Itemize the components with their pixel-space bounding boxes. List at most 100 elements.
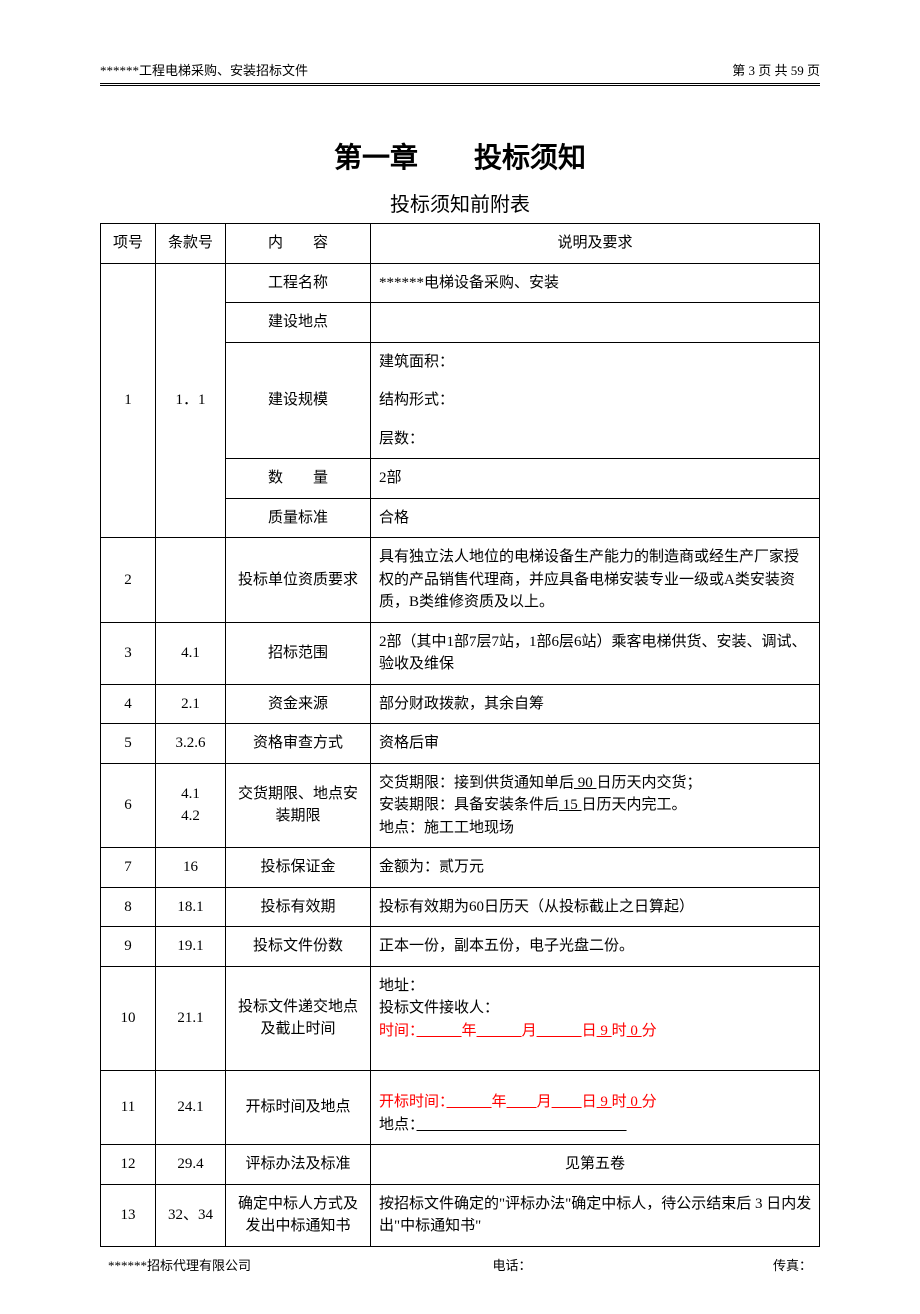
table-row: 2 投标单位资质要求 具有独立法人地位的电梯设备生产能力的制造商或经生产厂家授权…	[101, 538, 820, 623]
sub-title: 投标须知前附表	[100, 188, 820, 217]
cell-clause: 2.1	[156, 684, 226, 724]
cell-clause: 32、34	[156, 1184, 226, 1246]
cell-item: 9	[101, 927, 156, 967]
table-row: 7 16 投标保证金 金额为：贰万元	[101, 848, 820, 888]
blank-month	[477, 1023, 522, 1039]
main-table: 项号 条款号 内 容 说明及要求 1 1．1 工程名称 ******电梯设备采购…	[100, 223, 820, 1247]
chapter-title: 第一章 投标须知	[100, 136, 820, 176]
cell-desc: 金额为：贰万元	[371, 848, 820, 888]
cell-content: 投标保证金	[226, 848, 371, 888]
th-clause: 条款号	[156, 224, 226, 264]
cell-clause: 3.2.6	[156, 724, 226, 764]
blank-year	[447, 1094, 492, 1110]
cell-content: 建设规模	[226, 342, 371, 459]
table-row: 6 4.1 4.2 交货期限、地点安装期限 交货期限：接到供货通知单后 90 日…	[101, 763, 820, 848]
cell-clause: 4.1 4.2	[156, 763, 226, 848]
table-row: 11 24.1 开标时间及地点 开标时间： 年 月 日 9 时 0 分 地点：	[101, 1071, 820, 1145]
time-line: 开标时间： 年 月 日 9 时 0 分	[379, 1094, 657, 1110]
text: 年	[462, 1023, 477, 1039]
table-row: 1 1．1 工程名称 ******电梯设备采购、安装	[101, 263, 820, 303]
cell-clause: 29.4	[156, 1145, 226, 1185]
cell-content: 交货期限、地点安装期限	[226, 763, 371, 848]
text: 时	[612, 1023, 627, 1039]
cell-item: 3	[101, 622, 156, 684]
text: 时间：	[379, 1023, 417, 1039]
cell-content: 招标范围	[226, 622, 371, 684]
table-row: 13 32、34 确定中标人方式及发出中标通知书 按招标文件确定的"评标办法"确…	[101, 1184, 820, 1246]
cell-content: 开标时间及地点	[226, 1071, 371, 1145]
cell-desc: 按招标文件确定的"评标办法"确定中标人，待公示结束后 3 日内发出"中标通知书"	[371, 1184, 820, 1246]
cell-item: 7	[101, 848, 156, 888]
text: 月	[522, 1023, 537, 1039]
text: 日历天内交货；	[597, 775, 702, 791]
text: 日历天内完工。	[582, 797, 687, 813]
cell-desc: 2部	[371, 459, 820, 499]
cell-content: 资格审查方式	[226, 724, 371, 764]
footer-company: ******招标代理有限公司	[108, 1255, 251, 1274]
header-left: ******工程电梯采购、安装招标文件	[100, 60, 308, 79]
text: 分	[642, 1023, 657, 1039]
blank-location	[417, 1117, 627, 1133]
text: 开标时间：	[379, 1094, 447, 1110]
text: 分	[642, 1094, 657, 1110]
minute-value: 0	[627, 1023, 642, 1039]
table-header-row: 项号 条款号 内 容 说明及要求	[101, 224, 820, 264]
cell-content: 质量标准	[226, 498, 371, 538]
cell-clause: 18.1	[156, 887, 226, 927]
text: 安装期限：具备安装条件后	[379, 797, 559, 813]
cell-desc	[371, 303, 820, 343]
hour-value: 9	[597, 1094, 612, 1110]
minute-value: 0	[627, 1094, 642, 1110]
cell-item: 11	[101, 1071, 156, 1145]
cell-item: 2	[101, 538, 156, 623]
cell-content: 投标文件递交地点及截止时间	[226, 966, 371, 1071]
th-item: 项号	[101, 224, 156, 264]
blank-month	[507, 1094, 537, 1110]
cell-clause: 24.1	[156, 1071, 226, 1145]
text: 日	[582, 1023, 597, 1039]
table-row: 4 2.1 资金来源 部分财政拨款，其余自筹	[101, 684, 820, 724]
text: 日	[582, 1094, 597, 1110]
cell-content: 投标文件份数	[226, 927, 371, 967]
page-footer: ******招标代理有限公司 电话： 传真：	[100, 1255, 820, 1274]
blank-day	[537, 1023, 582, 1039]
cell-desc: 合格	[371, 498, 820, 538]
cell-desc: 层数：	[371, 420, 820, 459]
cell-desc: ******电梯设备采购、安装	[371, 263, 820, 303]
cell-clause: 16	[156, 848, 226, 888]
text: 交货期限：接到供货通知单后	[379, 775, 574, 791]
footer-fax: 传真：	[773, 1255, 812, 1274]
cell-item: 1	[101, 263, 156, 538]
footer-phone: 电话：	[492, 1255, 531, 1274]
cell-content: 确定中标人方式及发出中标通知书	[226, 1184, 371, 1246]
underline-value: 90	[574, 775, 597, 791]
table-row: 5 3.2.6 资格审查方式 资格后审	[101, 724, 820, 764]
underline-value: 15	[559, 797, 582, 813]
cell-item: 4	[101, 684, 156, 724]
cell-desc: 地址： 投标文件接收人： 时间： 年 月 日 9 时 0 分	[371, 966, 820, 1071]
cell-item: 6	[101, 763, 156, 848]
blank-day	[552, 1094, 582, 1110]
cell-clause: 21.1	[156, 966, 226, 1071]
cell-desc: 开标时间： 年 月 日 9 时 0 分 地点：	[371, 1071, 820, 1145]
cell-clause	[156, 538, 226, 623]
cell-clause: 19.1	[156, 927, 226, 967]
cell-clause: 1．1	[156, 263, 226, 538]
page-header: ******工程电梯采购、安装招标文件 第 3 页 共 59 页	[100, 60, 820, 86]
th-content: 内 容	[226, 224, 371, 264]
text: 地点：施工工地现场	[379, 820, 514, 836]
text: 月	[537, 1094, 552, 1110]
cell-content: 投标单位资质要求	[226, 538, 371, 623]
cell-desc: 具有独立法人地位的电梯设备生产能力的制造商或经生产厂家授权的产品销售代理商，并应…	[371, 538, 820, 623]
cell-desc: 2部（其中1部7层7站，1部6层6站）乘客电梯供货、安装、调试、验收及维保	[371, 622, 820, 684]
cell-desc: 交货期限：接到供货通知单后 90 日历天内交货； 安装期限：具备安装条件后 15…	[371, 763, 820, 848]
text: 投标文件接收人：	[379, 1000, 499, 1016]
table-row: 3 4.1 招标范围 2部（其中1部7层7站，1部6层6站）乘客电梯供货、安装、…	[101, 622, 820, 684]
cell-clause: 4.1	[156, 622, 226, 684]
cell-desc: 见第五卷	[371, 1145, 820, 1185]
blank-year	[417, 1023, 462, 1039]
cell-item: 13	[101, 1184, 156, 1246]
table-row: 10 21.1 投标文件递交地点及截止时间 地址： 投标文件接收人： 时间： 年…	[101, 966, 820, 1071]
cell-item: 8	[101, 887, 156, 927]
cell-content: 投标有效期	[226, 887, 371, 927]
